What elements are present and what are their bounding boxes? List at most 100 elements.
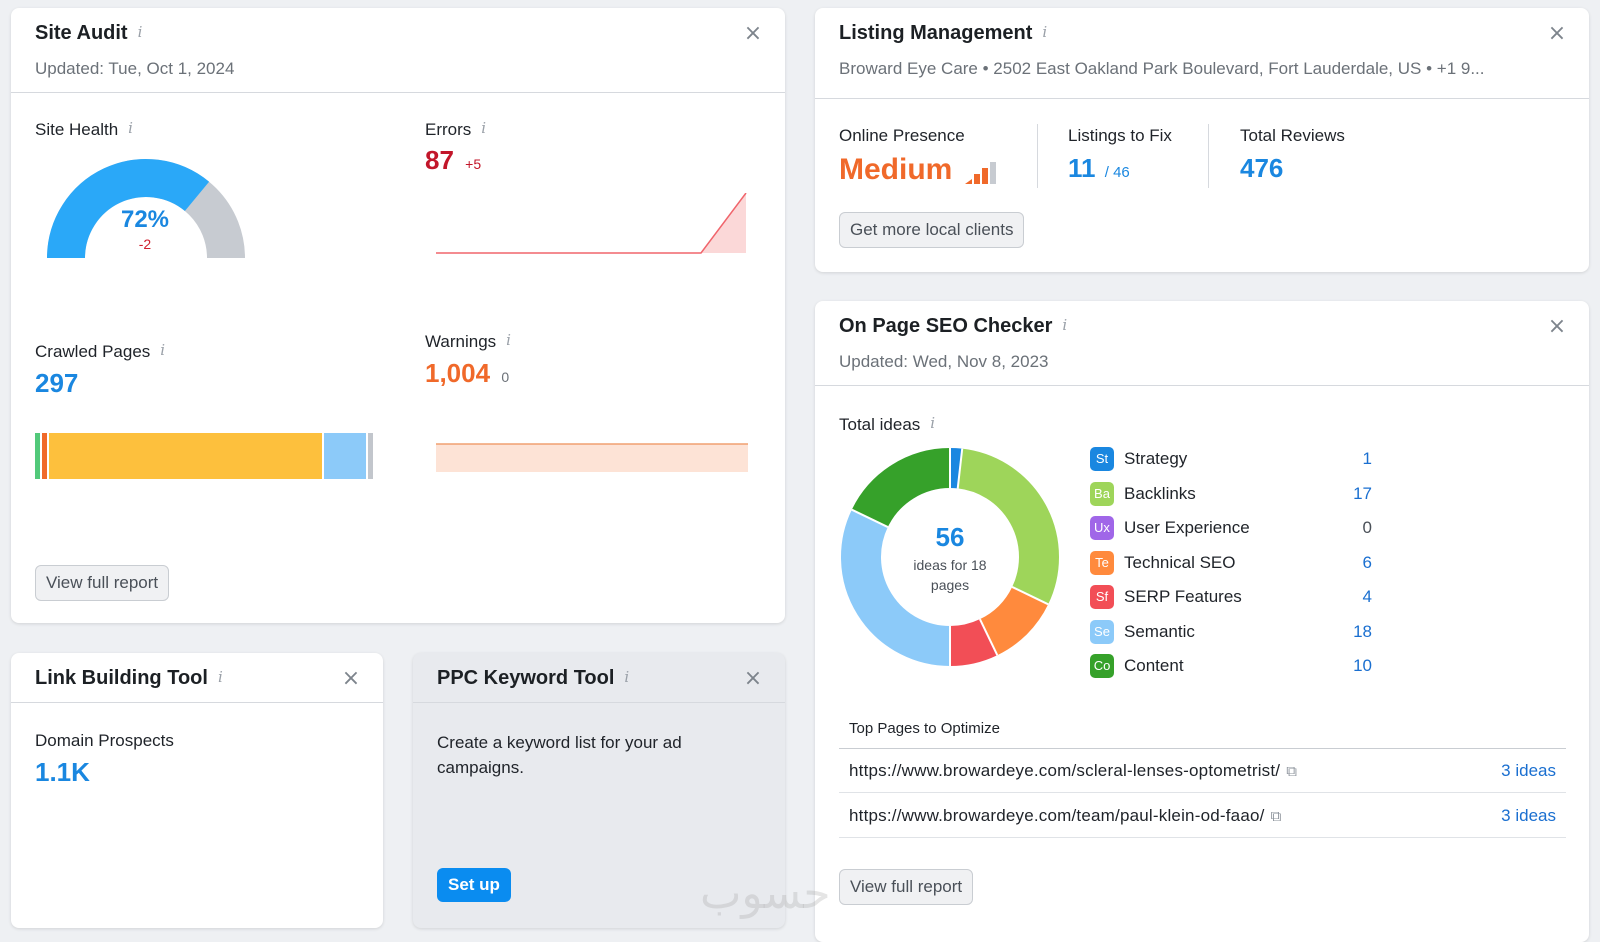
site-health-value: 72% (120, 206, 170, 233)
ppc-keyword-tool-card: PPC Keyword Tool i × Create a keyword lis… (413, 653, 785, 928)
crawled-pages-label: Crawled Pages i (35, 341, 166, 361)
legend-item-technical-seo[interactable]: Te Technical SEO 6 (1090, 550, 1372, 576)
legend-value[interactable]: 10 (1353, 656, 1372, 675)
legend-value[interactable]: 18 (1353, 621, 1372, 641)
total-reviews-value[interactable]: 476 (1240, 153, 1284, 183)
donut-slice-backlinks[interactable] (957, 448, 1059, 605)
divider (1208, 124, 1209, 188)
link-building-title: Link Building Tool i (35, 667, 223, 689)
category-badge-icon: St (1090, 447, 1114, 471)
crawl-bar-segment[interactable] (323, 433, 369, 479)
legend-label: Content (1124, 656, 1184, 675)
legend-value[interactable]: 4 (1362, 587, 1372, 606)
on-page-seo-checker-card: On Page SEO Checker i × Updated: Wed, Nov… (815, 301, 1589, 942)
donut-separator (851, 508, 889, 528)
legend-value[interactable]: 17 (1353, 483, 1372, 503)
close-icon[interactable]: × (743, 666, 763, 691)
info-icon[interactable]: i (930, 414, 936, 432)
listings-to-fix-value[interactable]: 11 / 46 (1068, 153, 1130, 183)
legend-item-strategy[interactable]: St Strategy 1 (1090, 446, 1372, 472)
donut-slice-technical-seo[interactable] (979, 586, 1049, 656)
donut-separator (956, 448, 964, 489)
total-reviews-label: Total Reviews (1240, 126, 1345, 145)
crawled-pages-bar[interactable] (35, 433, 375, 479)
view-full-report-button[interactable]: View full report (35, 565, 170, 601)
onpage-header (815, 301, 1589, 386)
legend-item-serp-features[interactable]: Sf SERP Features 4 (1090, 584, 1372, 610)
divider (1037, 124, 1038, 188)
site-audit-header (11, 8, 785, 93)
online-presence-value: Medium (839, 153, 953, 186)
info-icon[interactable]: i (624, 668, 630, 686)
donut-slice-strategy[interactable] (949, 448, 963, 489)
listings-to-fix-label: Listings to Fix (1068, 126, 1172, 145)
warnings-trend-chart[interactable] (436, 436, 756, 472)
category-badge-icon: Te (1090, 550, 1114, 575)
info-icon[interactable]: i (1042, 23, 1048, 41)
listing-management-card: Listing Management i × Broward Eye Care •… (815, 8, 1589, 272)
info-icon[interactable]: i (217, 668, 223, 686)
info-icon[interactable]: i (128, 119, 133, 137)
warnings-value: 1,004 0 (425, 358, 510, 388)
errors-label: Errors i (425, 119, 487, 139)
domain-prospects-label: Domain Prospects (35, 731, 174, 750)
watermark-logo: حسوب (700, 868, 831, 919)
crawl-bar-segment[interactable] (35, 433, 42, 479)
errors-change: +5 (465, 156, 482, 172)
legend-label: Strategy (1124, 449, 1188, 468)
category-badge-icon: Co (1090, 654, 1114, 678)
close-icon[interactable]: × (743, 21, 763, 46)
category-badge-icon: Sf (1090, 585, 1114, 609)
get-more-local-clients-button[interactable]: Get more local clients (839, 212, 1025, 248)
donut-slice-semantic[interactable] (841, 509, 951, 666)
set-up-button[interactable]: Set up (437, 868, 511, 902)
view-full-report-button[interactable]: View full report (839, 869, 974, 905)
errors-trend-line (436, 193, 747, 254)
category-badge-icon: Ba (1090, 481, 1114, 506)
ppc-description: Create a keyword list for your ad campai… (437, 733, 682, 777)
donut-slice-serp-features[interactable] (949, 618, 998, 666)
close-icon[interactable]: × (341, 666, 361, 691)
crawl-bar-segment[interactable] (368, 433, 375, 479)
legend-label: SERP Features (1124, 587, 1242, 606)
page-url[interactable]: https://www.browardeye.com/team/paul-kle… (849, 806, 1282, 825)
info-icon[interactable]: i (137, 23, 143, 41)
warnings-change: 0 (501, 369, 510, 385)
total-ideas-donut-chart[interactable] (839, 446, 1061, 668)
page-url[interactable]: https://www.browardeye.com/scleral-lense… (849, 761, 1298, 780)
onpage-updated: Updated: Wed, Nov 8, 2023 (839, 352, 1049, 371)
ideas-link[interactable]: 3 ideas (1501, 806, 1556, 825)
info-icon[interactable]: i (481, 119, 487, 137)
legend-value[interactable]: 6 (1362, 552, 1372, 572)
table-row: https://www.browardeye.com/scleral-lense… (839, 749, 1566, 793)
listing-address: Broward Eye Care • 2502 East Oakland Par… (839, 59, 1485, 78)
legend-item-backlinks[interactable]: Ba Backlinks 17 (1090, 481, 1372, 507)
legend-value[interactable]: 1 (1362, 449, 1372, 468)
category-badge-icon: Se (1090, 619, 1114, 644)
legend-label: Semantic (1124, 621, 1195, 641)
info-icon[interactable]: i (506, 331, 511, 349)
crawl-bar-segment[interactable] (48, 433, 324, 479)
signal-strength-icon (965, 162, 996, 184)
donut-slice-content[interactable] (851, 448, 951, 528)
site-audit-card: Site Audit i × Updated: Tue, Oct 1, 2024 … (11, 8, 785, 623)
legend-item-semantic[interactable]: Se Semantic 18 (1090, 619, 1372, 645)
top-pages-label: Top Pages to Optimize (849, 720, 1000, 737)
domain-prospects-value[interactable]: 1.1K (35, 757, 90, 787)
external-link-icon[interactable]: ⧉ (1286, 763, 1298, 780)
ideas-link[interactable]: 3 ideas (1501, 761, 1556, 780)
close-icon[interactable]: × (1547, 21, 1567, 46)
legend-item-user-experience[interactable]: Ux User Experience 0 (1090, 515, 1372, 541)
top-pages-divider (839, 748, 1566, 749)
listing-title: Listing Management i (839, 22, 1048, 44)
legend-item-content[interactable]: Co Content 10 (1090, 653, 1372, 679)
info-icon[interactable]: i (1062, 316, 1068, 334)
ppc-title: PPC Keyword Tool i (437, 667, 630, 689)
external-link-icon[interactable]: ⧉ (1270, 808, 1282, 825)
errors-trend-chart[interactable] (436, 193, 756, 258)
close-icon[interactable]: × (1547, 314, 1567, 339)
online-presence-label: Online Presence (839, 126, 965, 145)
info-icon[interactable]: i (160, 341, 166, 359)
crawl-bar-segment[interactable] (41, 433, 49, 479)
listing-header (815, 8, 1589, 99)
